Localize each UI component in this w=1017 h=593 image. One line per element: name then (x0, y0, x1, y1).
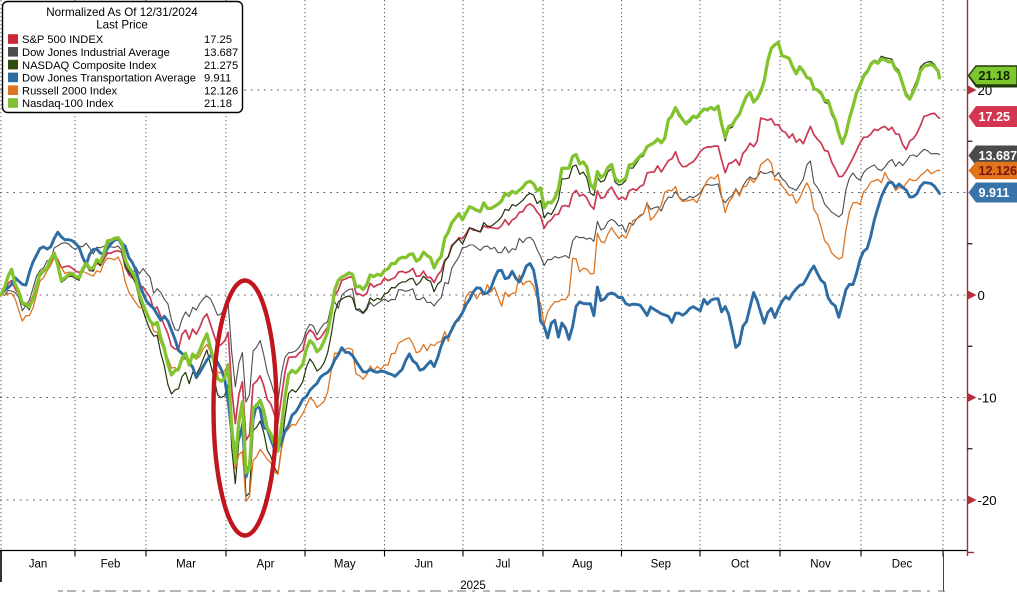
svg-text:S&P 500 INDEX: S&P 500 INDEX (22, 34, 104, 46)
svg-text:9.911: 9.911 (979, 186, 1010, 200)
svg-text:Last Price: Last Price (96, 19, 148, 32)
svg-text:21.18: 21.18 (979, 69, 1011, 83)
svg-text:Jan: Jan (29, 559, 48, 571)
svg-text:Jun: Jun (415, 559, 434, 571)
svg-text:12.126: 12.126 (979, 164, 1017, 178)
svg-text:Dow Jones Transportation Avera: Dow Jones Transportation Average (22, 73, 196, 85)
svg-text:Nasdaq-100 Index: Nasdaq-100 Index (22, 98, 114, 110)
svg-text:21.18: 21.18 (204, 98, 232, 110)
svg-text:Sep: Sep (651, 559, 671, 571)
svg-text:Feb: Feb (101, 559, 121, 571)
svg-text:Apr: Apr (257, 559, 275, 571)
svg-text:Normalized As Of 12/31/2024: Normalized As Of 12/31/2024 (46, 6, 198, 19)
svg-text:17.25: 17.25 (204, 34, 232, 46)
svg-text:13.687: 13.687 (204, 47, 238, 59)
svg-text:Dow Jones Industrial Average: Dow Jones Industrial Average (22, 47, 170, 59)
svg-text:Dec: Dec (892, 559, 913, 571)
svg-text:12.126: 12.126 (204, 85, 238, 97)
svg-text:Russell 2000 Index: Russell 2000 Index (22, 85, 118, 97)
svg-text:0: 0 (978, 288, 985, 303)
svg-text:-20: -20 (978, 493, 997, 508)
svg-text:Jul: Jul (496, 559, 511, 571)
svg-text:13.687: 13.687 (979, 149, 1017, 163)
svg-text:Oct: Oct (731, 559, 750, 571)
svg-text:-10: -10 (978, 390, 997, 405)
svg-text:21.275: 21.275 (204, 60, 238, 72)
svg-text:Nov: Nov (810, 559, 831, 571)
svg-text:9.911: 9.911 (204, 73, 231, 85)
svg-text:Aug: Aug (572, 559, 592, 571)
svg-text:NASDAQ Composite Index: NASDAQ Composite Index (22, 60, 157, 72)
svg-text:May: May (334, 559, 356, 571)
svg-text:Mar: Mar (176, 559, 196, 571)
svg-text:17.25: 17.25 (979, 110, 1011, 124)
svg-text:2025: 2025 (460, 580, 486, 592)
